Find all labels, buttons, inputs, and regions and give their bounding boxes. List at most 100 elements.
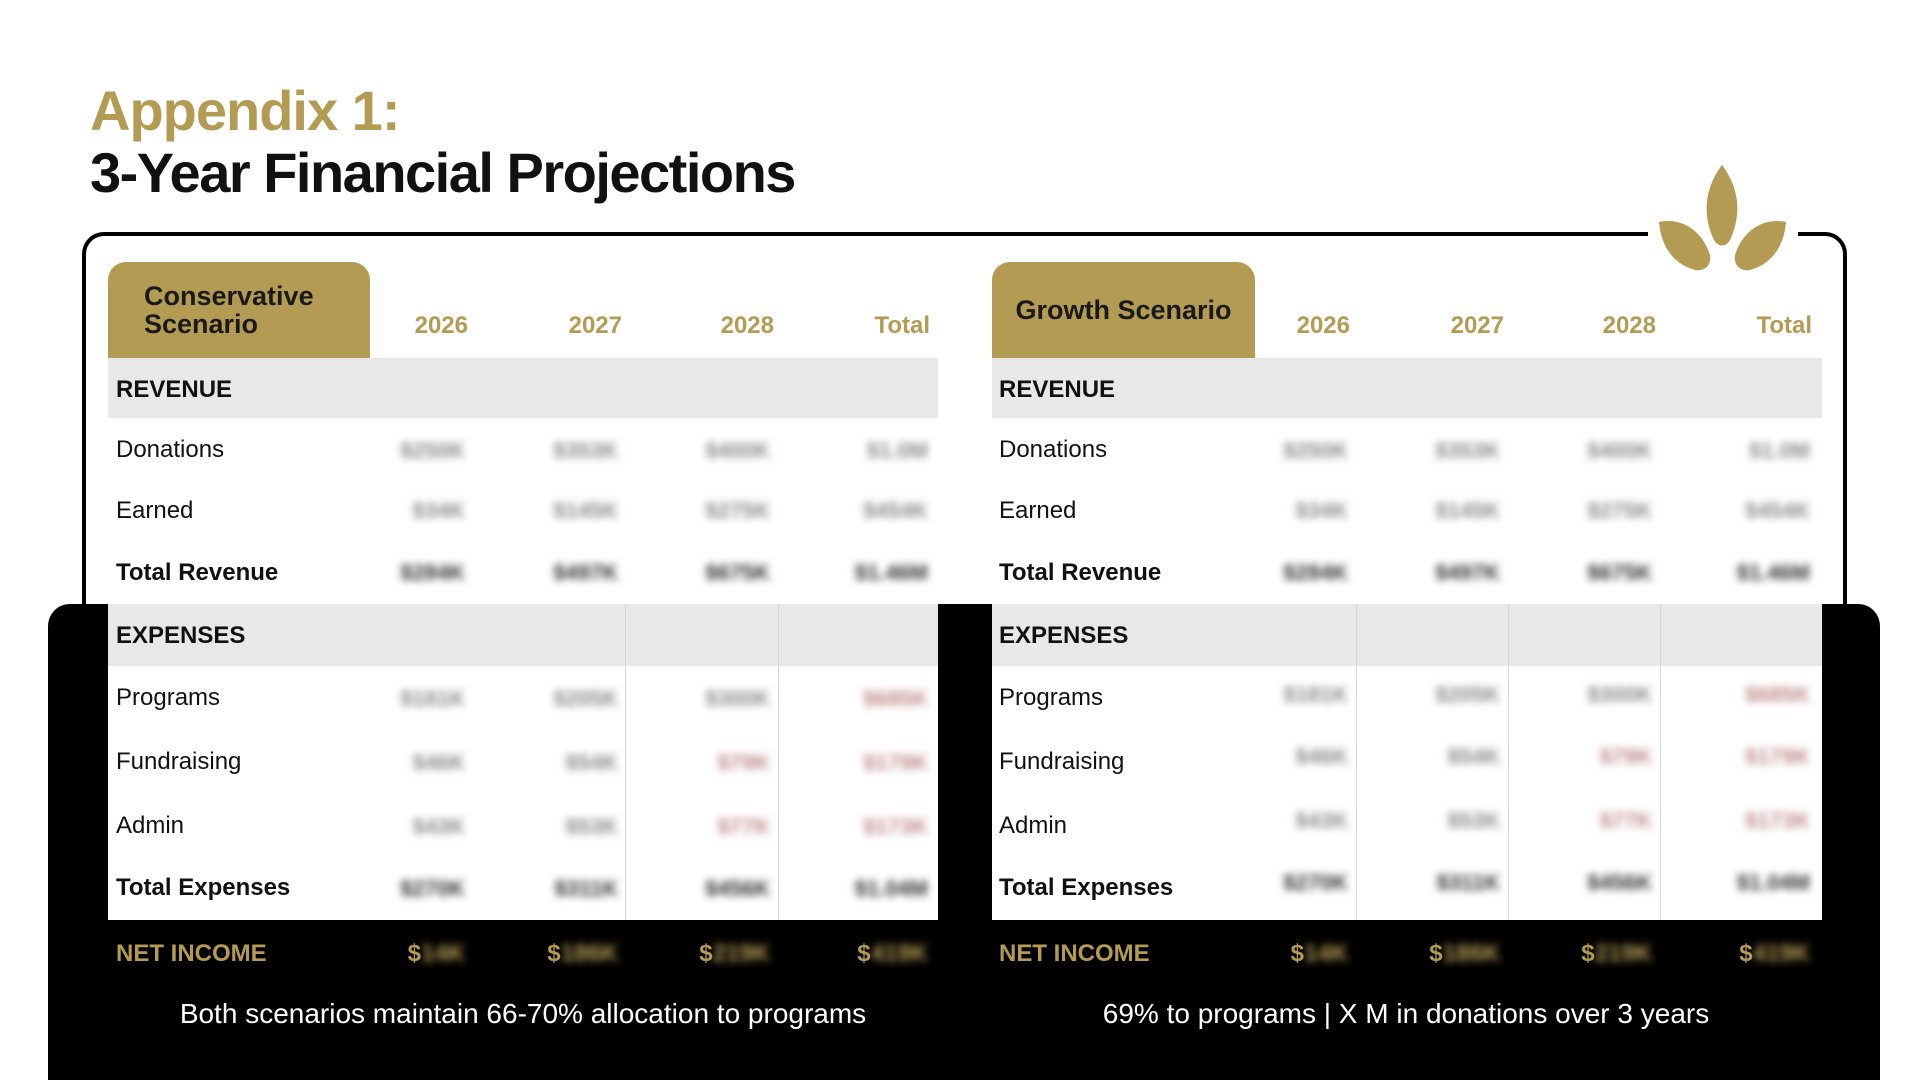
grow-val: $54K: [1447, 744, 1500, 769]
cons-row-label: Programs: [116, 684, 221, 711]
cons-row-label: Admin: [116, 812, 185, 839]
grow-net-val: $419K: [1739, 940, 1810, 967]
page-title-line1: Appendix 1:: [90, 79, 400, 142]
cons-val: $54K: [565, 750, 618, 775]
cons-val: $456K: [705, 876, 770, 901]
grow-val: $400K: [1587, 438, 1652, 463]
grow-expenses-section: [992, 604, 1822, 666]
grow-val: $353K: [1435, 438, 1500, 463]
cons-expenses-label: EXPENSES: [116, 622, 246, 649]
page-title-line2: 3-Year Financial Projections: [90, 141, 796, 204]
grow-val: $311K: [1436, 870, 1500, 895]
cons-val: $284K: [400, 560, 465, 585]
cons-net-val: $219K: [699, 940, 770, 967]
cons-val: $1.04M: [854, 876, 928, 901]
cons-col-total: Total: [874, 312, 930, 339]
grow-val: $173K: [1745, 808, 1810, 833]
grow-col-2028: 2028: [1602, 312, 1656, 339]
cons-val: $454K: [863, 498, 928, 523]
cons-val: $145K: [553, 498, 618, 523]
grow-val: $181K: [1283, 682, 1348, 707]
grow-row-label: Total Revenue: [999, 559, 1162, 586]
grow-row-label: Admin: [999, 812, 1068, 839]
conservative-scenario-heading: Conservative Scenario: [108, 262, 370, 358]
cons-caption: Both scenarios maintain 66-70% allocatio…: [179, 998, 867, 1029]
grow-val: $497K: [1435, 560, 1500, 585]
cons-val: $46K: [412, 750, 465, 775]
grow-val: $1.0M: [1748, 438, 1810, 463]
grow-val: $300K: [1587, 682, 1652, 707]
cons-val: $497K: [553, 560, 618, 585]
grow-val: $179K: [1745, 744, 1810, 769]
grow-row-label: Total Expenses: [999, 874, 1174, 901]
cons-net-income-label: NET INCOME: [116, 940, 267, 967]
cons-revenue-section: [108, 358, 938, 418]
cons-expenses-section: [108, 604, 938, 666]
grow-val: $454K: [1745, 498, 1810, 523]
grow-val: $53K: [1447, 808, 1500, 833]
cons-val: $181K: [400, 686, 465, 711]
grow-val: $675K: [1587, 560, 1652, 585]
col-divider: [1508, 604, 1509, 920]
grow-val: $1.46M: [1736, 560, 1810, 585]
col-divider: [1660, 604, 1661, 920]
cons-val: $400K: [705, 438, 770, 463]
grow-net-val: $186K: [1429, 940, 1500, 967]
grow-val: $34K: [1295, 498, 1348, 523]
cons-val: $300K: [705, 686, 770, 711]
grow-val: $1.04M: [1736, 870, 1810, 895]
grow-val: $456K: [1587, 870, 1652, 895]
cons-val: $675K: [705, 560, 770, 585]
grow-val: $46K: [1295, 744, 1348, 769]
cons-val: $34K: [412, 498, 465, 523]
grow-net-val: $219K: [1581, 940, 1652, 967]
cons-val: $685K: [863, 686, 928, 711]
cons-val: $1.0M: [866, 438, 928, 463]
cons-val: $275K: [705, 498, 770, 523]
cons-net-val: $419K: [857, 940, 928, 967]
cons-row-label: Total Revenue: [116, 559, 279, 586]
cons-row-label: Donations: [116, 436, 225, 463]
grow-val: $145K: [1435, 498, 1500, 523]
cons-val: $353K: [553, 438, 618, 463]
cons-net-val: $14K: [407, 940, 465, 967]
cons-val: $53K: [565, 814, 618, 839]
cons-val: $205K: [553, 686, 618, 711]
cons-row-label: Total Expenses: [116, 874, 291, 901]
cons-val: $1.46M: [854, 560, 928, 585]
grow-net-val: $14K: [1290, 940, 1348, 967]
grow-val: $43K: [1295, 808, 1348, 833]
col-divider: [625, 604, 626, 920]
grow-revenue-label: REVENUE: [999, 376, 1116, 403]
grow-row-label: Donations: [999, 436, 1108, 463]
cons-val: $173K: [863, 814, 928, 839]
cons-val: $311K: [554, 876, 618, 901]
grow-caption: 69% to programs | X M in donations over …: [1102, 998, 1710, 1029]
grow-col-2026: 2026: [1296, 312, 1350, 339]
cons-row-label: Earned: [116, 497, 194, 524]
grow-val: $205K: [1435, 682, 1500, 707]
grow-val: $79K: [1599, 744, 1652, 769]
cons-val: $179K: [863, 750, 928, 775]
col-divider: [1356, 604, 1357, 920]
grow-row-label: Programs: [999, 684, 1104, 711]
cons-col-2027: 2027: [568, 312, 622, 339]
grow-expenses-label: EXPENSES: [999, 622, 1129, 649]
grow-val: $685K: [1745, 682, 1810, 707]
grow-val: $270K: [1283, 870, 1348, 895]
grow-row-label: Fundraising: [999, 748, 1125, 775]
grow-val: $77K: [1599, 808, 1652, 833]
cons-val: $43K: [412, 814, 465, 839]
cons-net-val: $186K: [547, 940, 618, 967]
grow-val: $250K: [1283, 438, 1348, 463]
cons-col-2028: 2028: [720, 312, 774, 339]
cons-revenue-label: REVENUE: [116, 376, 233, 403]
col-divider: [778, 604, 779, 920]
grow-col-2027: 2027: [1450, 312, 1504, 339]
grow-net-income-label: NET INCOME: [999, 940, 1150, 967]
cons-col-2026: 2026: [414, 312, 468, 339]
cons-val: $79K: [717, 750, 770, 775]
table-frame: [82, 232, 1847, 632]
growth-scenario-heading: Growth Scenario: [992, 262, 1255, 358]
leaf-icon: [1659, 165, 1786, 271]
